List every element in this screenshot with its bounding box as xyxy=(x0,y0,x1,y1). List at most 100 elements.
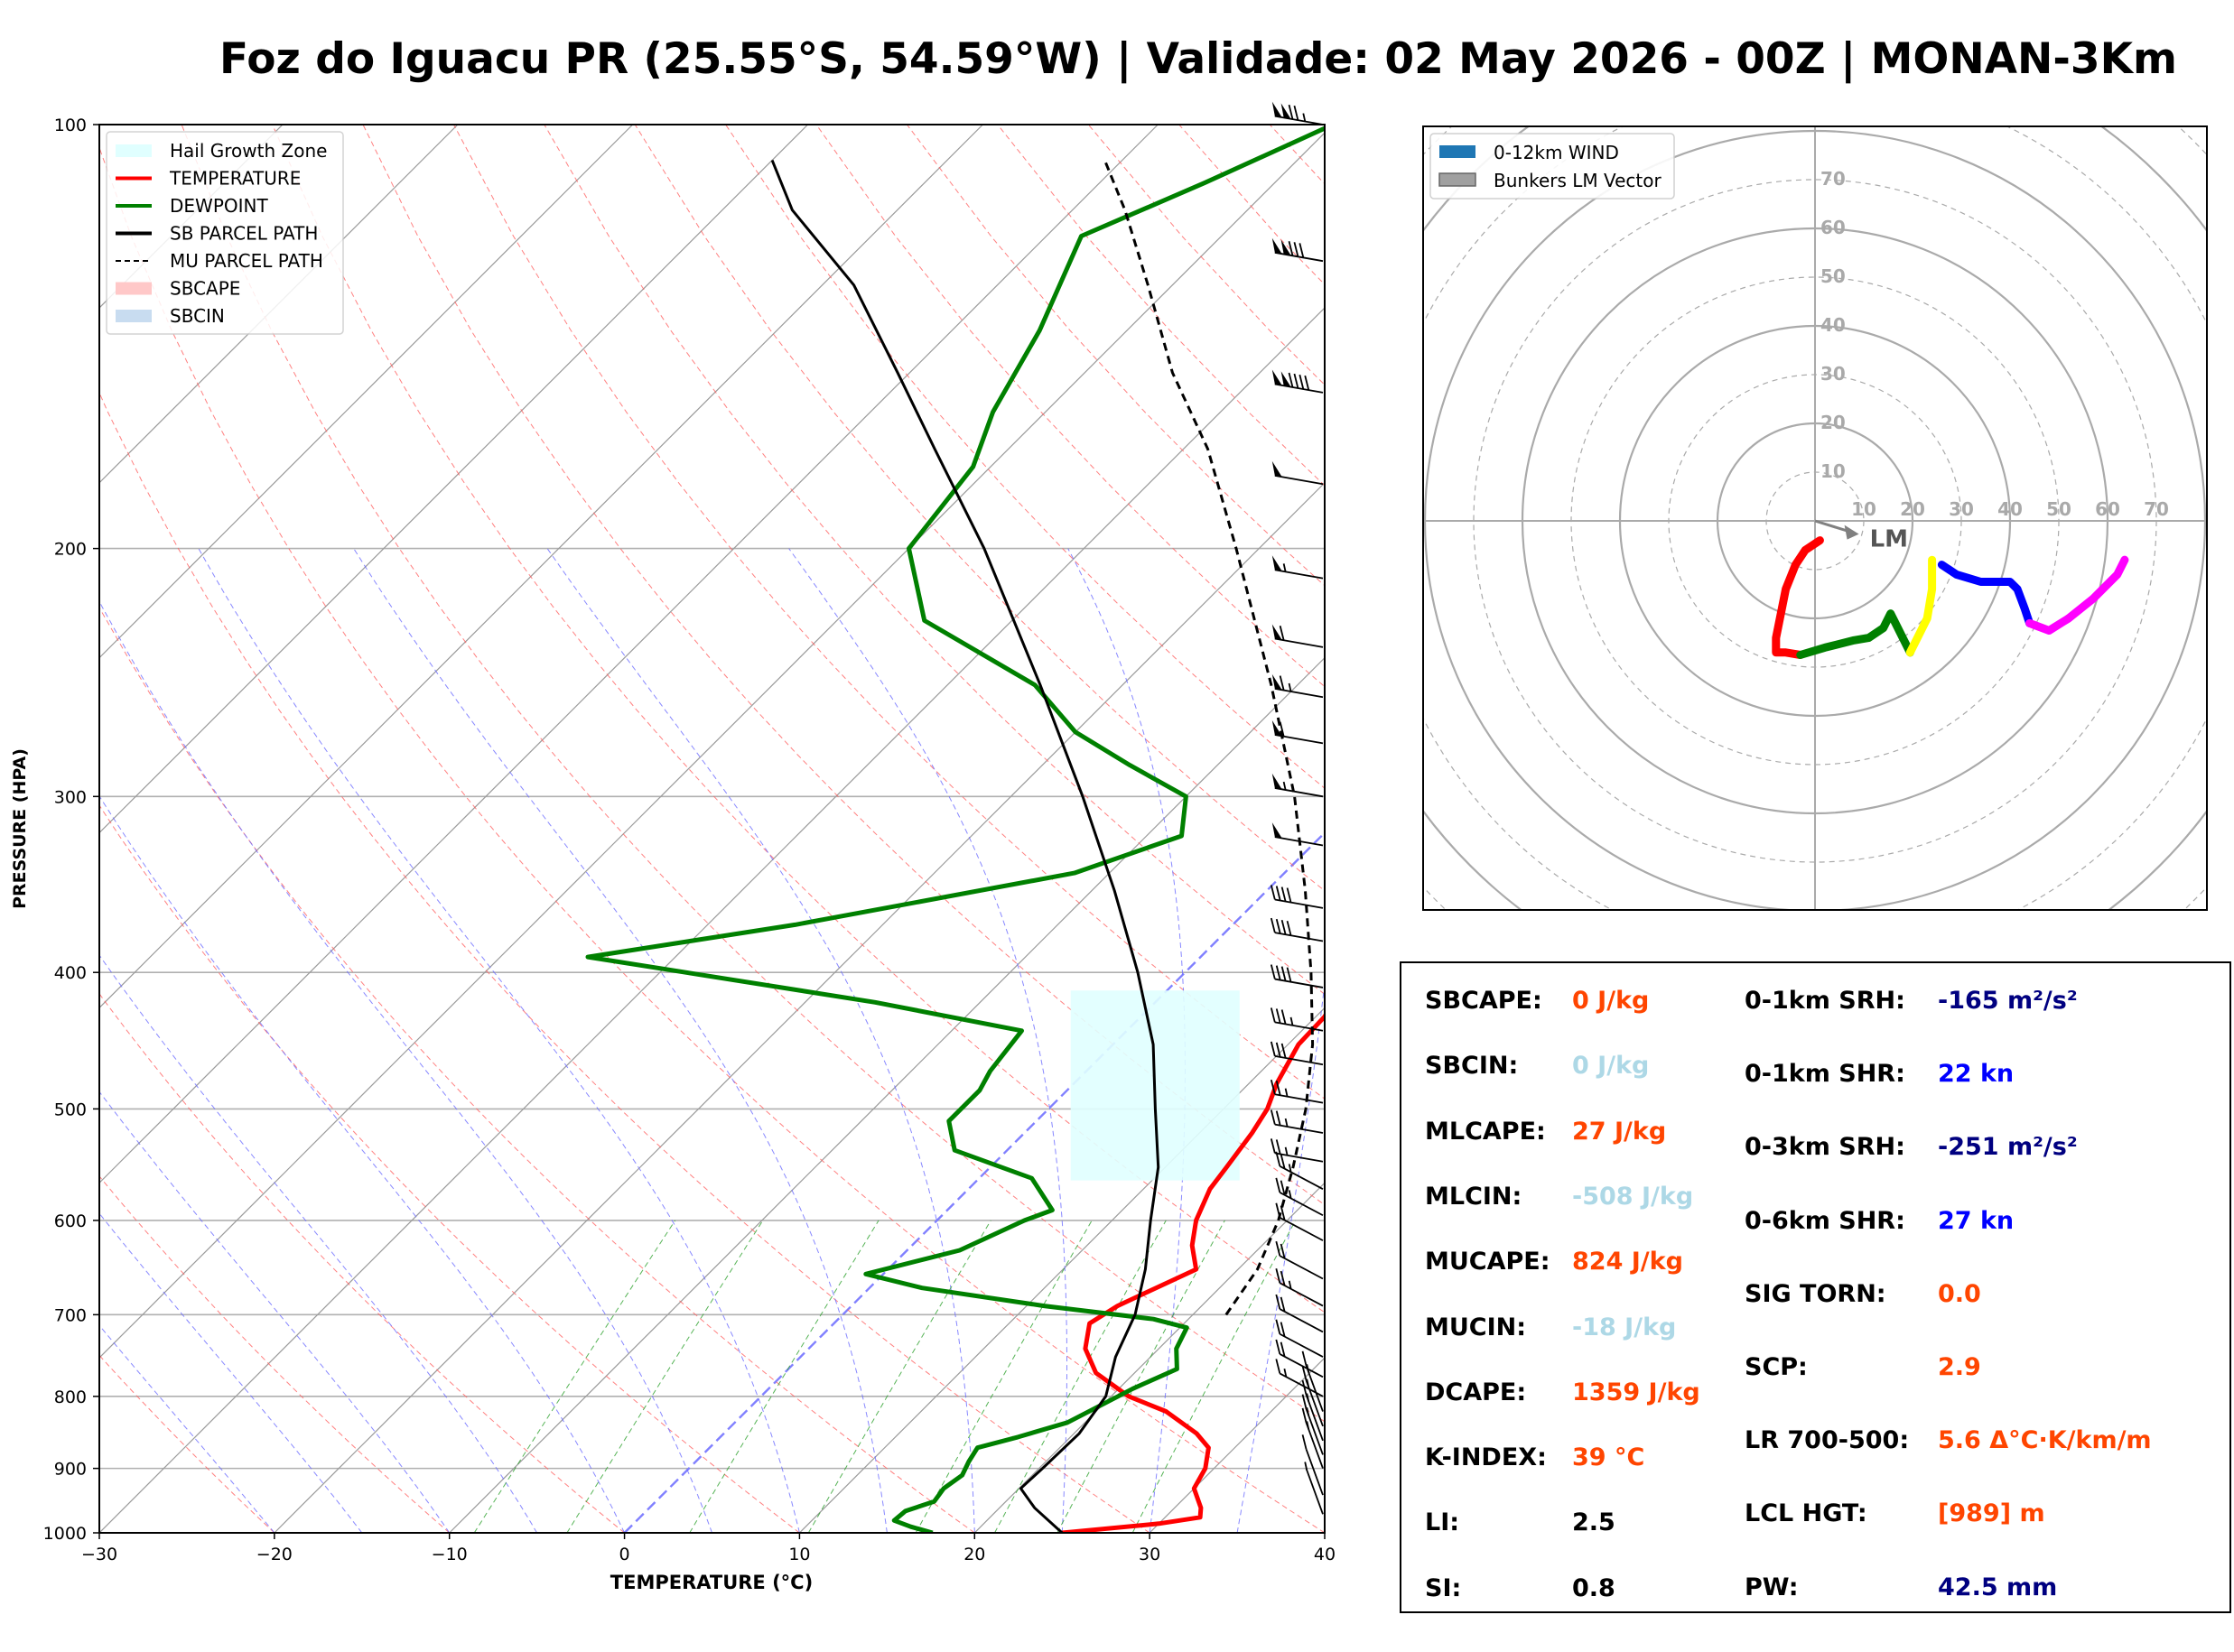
hodo-segment-6-9km xyxy=(1905,555,1937,657)
wind-barb-full xyxy=(1279,626,1285,641)
wind-barb-shaft xyxy=(1279,1165,1324,1190)
wind-barb-shaft xyxy=(1279,1255,1324,1280)
mixing-ratio-line xyxy=(1131,1220,1297,1533)
hodo-ring-label-x: 70 xyxy=(2144,498,2169,520)
wind-barb-full xyxy=(1280,1296,1286,1313)
stat-value: 824 J/kg xyxy=(1572,1248,1683,1276)
stat-value: -251 m²/s² xyxy=(1938,1133,2078,1162)
wind-barb xyxy=(1271,624,1324,648)
wind-barb xyxy=(1271,369,1324,394)
hodo-ring xyxy=(1423,126,2207,910)
temperature-line xyxy=(1061,1011,1325,1533)
wind-barb-full xyxy=(1275,1294,1281,1310)
wind-barb-shaft xyxy=(1274,1123,1324,1134)
wind-barb-full xyxy=(1275,918,1281,934)
wind-barb xyxy=(1271,237,1324,263)
wind-barb xyxy=(1275,1268,1324,1307)
wind-barb-shaft xyxy=(1274,569,1324,580)
wind-barb-full xyxy=(1280,966,1287,981)
zero-isotherm xyxy=(623,831,1325,1533)
moist-adiabat xyxy=(99,600,712,1533)
hodo-legend-wind-swatch xyxy=(1439,145,1475,158)
y-tick-label: 1000 xyxy=(43,1524,87,1544)
hodo-ring-label-x: 50 xyxy=(2046,498,2071,520)
wind-barb xyxy=(1275,1339,1324,1378)
stat-label: K-INDEX: xyxy=(1425,1443,1547,1472)
wind-barb xyxy=(1271,673,1324,699)
hodograph-legend: 0-12km WIND Bunkers LM Vector xyxy=(1429,133,1675,200)
stat-value: -508 J/kg xyxy=(1572,1182,1694,1211)
wind-barb xyxy=(1271,460,1324,486)
hodo-ring-label-y: 20 xyxy=(1820,412,1846,433)
wind-barb-shaft xyxy=(1279,1282,1324,1307)
stat-value: 39 °C xyxy=(1572,1443,1645,1472)
wind-barb-half xyxy=(1306,1378,1310,1387)
wind-barb-shaft xyxy=(1305,1408,1324,1455)
wind-barb-half xyxy=(1288,682,1292,692)
wind-barb xyxy=(1270,1138,1324,1163)
wind-barb-half xyxy=(1288,1164,1292,1173)
stat-value: 0 J/kg xyxy=(1572,1052,1650,1081)
wind-barb-full xyxy=(1301,1407,1308,1424)
mixing-ratio-line xyxy=(915,1220,1093,1533)
stat-label: LI: xyxy=(1425,1508,1460,1537)
wind-barb-full xyxy=(1275,1240,1281,1257)
wind-barb-full xyxy=(1301,1350,1308,1367)
wind-barb-shaft xyxy=(1274,687,1324,699)
wind-barb-full xyxy=(1301,1365,1308,1381)
wind-barb-flag xyxy=(1271,773,1282,790)
wind-barb-full xyxy=(1280,1341,1286,1357)
stat-label: DCAPE: xyxy=(1425,1378,1527,1406)
y-tick-label: 300 xyxy=(54,787,87,807)
wind-barb-full xyxy=(1275,1319,1281,1334)
wind-barb-full xyxy=(1280,1043,1287,1059)
stat-label: MLCAPE: xyxy=(1425,1117,1546,1146)
wind-barb xyxy=(1301,1350,1324,1412)
wind-barb-shaft xyxy=(1274,251,1324,263)
moist-adiabat xyxy=(99,1091,451,1533)
wind-barb-full xyxy=(1304,375,1310,391)
wind-barb-shaft xyxy=(1274,932,1324,942)
dry-adiabat xyxy=(99,1354,275,1533)
wind-barb-half xyxy=(1284,1118,1289,1128)
wind-barb-shaft xyxy=(1274,836,1324,847)
wind-barb-half xyxy=(1283,1369,1288,1378)
wind-barb-full xyxy=(1279,675,1285,691)
hodo-segment-9-12km xyxy=(1937,561,2034,627)
x-tick-label: 0 xyxy=(619,1545,630,1564)
wind-barb-shaft xyxy=(1274,1021,1324,1032)
hodo-ring-label-y: 10 xyxy=(1820,460,1846,482)
dry-adiabat xyxy=(99,391,1150,1533)
wind-barb-full xyxy=(1270,964,1276,979)
wind-barb-full xyxy=(1280,919,1287,935)
wind-barb xyxy=(1275,1202,1324,1241)
wind-barb-full xyxy=(1280,1322,1286,1337)
dry-adiabat xyxy=(362,125,1325,1206)
stat-label: SBCAPE: xyxy=(1425,987,1542,1015)
wind-barb-full xyxy=(1280,1180,1286,1195)
legend-sbcape-swatch xyxy=(116,282,152,295)
dry-adiabat xyxy=(99,1175,451,1533)
wind-barb-shaft xyxy=(1279,1308,1324,1333)
dry-adiabat xyxy=(815,125,1325,688)
legend-temperature-label: TEMPERATURE xyxy=(169,168,301,190)
wind-barb-shaft xyxy=(1274,474,1324,486)
wind-barb-full xyxy=(1286,887,1292,903)
wind-barb xyxy=(1271,822,1324,847)
stat-value: 0.0 xyxy=(1938,1279,1981,1308)
wind-barb-half xyxy=(1306,1364,1310,1373)
hodo-legend-lm-swatch xyxy=(1438,172,1476,187)
stat-value: 22 kn xyxy=(1938,1060,2015,1089)
wind-barb-full xyxy=(1280,1009,1287,1025)
x-tick-label: −10 xyxy=(432,1545,468,1564)
isotherm-line xyxy=(449,656,1325,1533)
y-tick-label: 500 xyxy=(54,1100,87,1119)
isotherm-line xyxy=(99,125,983,1009)
skewt-legend: Hail Growth Zone TEMPERATURE DEWPOINT SB PA… xyxy=(106,131,344,335)
legend-sbcape-label: SBCAPE xyxy=(170,278,240,300)
stat-value: 2.5 xyxy=(1572,1508,1615,1537)
stat-value: 1359 J/kg xyxy=(1572,1378,1700,1406)
dry-adiabat xyxy=(634,125,1325,892)
legend-sb-parcel-path-label: SB PARCEL PATH xyxy=(170,223,318,245)
stat-value: 2.9 xyxy=(1938,1353,1981,1381)
